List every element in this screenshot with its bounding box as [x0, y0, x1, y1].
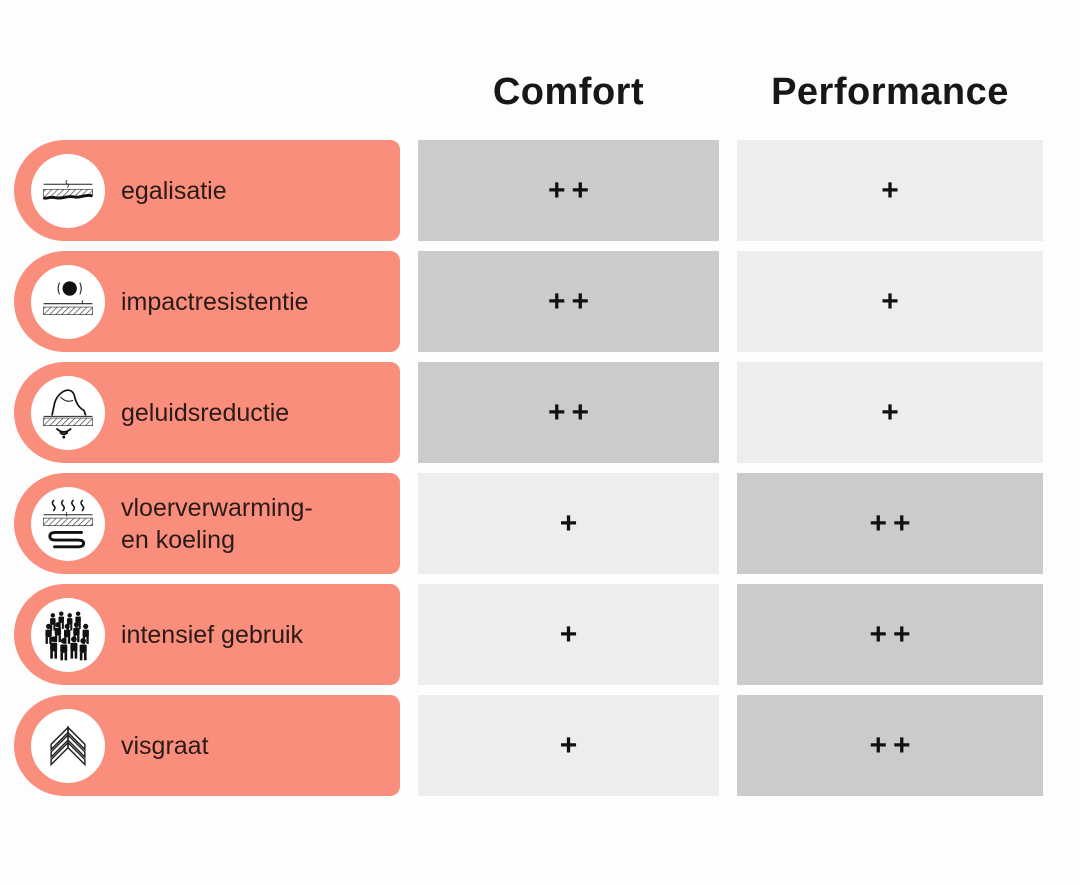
rating-cell: ++ — [737, 584, 1043, 685]
feature-pill-egalisatie: egalisatie — [14, 140, 400, 241]
underfloor-heating-icon — [43, 499, 93, 548]
header-spacer — [14, 0, 400, 130]
icon-circle — [31, 597, 105, 672]
column-header-comfort: Comfort — [492, 71, 645, 113]
comparison-table: Comfort Performance egalisatie ++ + — [14, 0, 1043, 796]
rating-cell: ++ — [418, 362, 719, 463]
rating-cell: ++ — [418, 251, 719, 352]
icon-circle — [31, 375, 105, 450]
floor-leveling-icon — [42, 179, 93, 200]
feature-label: visgraat — [121, 731, 209, 760]
feature-label: vloerverwarming- en koeling — [121, 493, 313, 554]
feature-pill-vloerverwarming: vloerverwarming- en koeling — [14, 473, 400, 574]
herringbone-icon — [50, 725, 86, 766]
feature-pill-geluidsreductie: geluidsreductie — [14, 362, 400, 463]
rating-cell: ++ — [737, 473, 1043, 574]
icon-circle — [31, 264, 105, 339]
icon-circle — [31, 486, 105, 561]
rating-cell: ++ — [737, 695, 1043, 796]
heel-sound-reduction-icon — [43, 388, 93, 438]
feature-label: egalisatie — [121, 176, 227, 205]
rating-cell: + — [418, 473, 719, 574]
crowd-intensive-use-icon — [45, 610, 89, 660]
column-header-performance: Performance — [771, 71, 1009, 113]
rating-cell: + — [418, 695, 719, 796]
rating-cell: + — [737, 251, 1043, 352]
feature-pill-visgraat: visgraat — [14, 695, 400, 796]
feature-pill-impactresistentie: impactresistentie — [14, 251, 400, 352]
rating-cell: + — [418, 584, 719, 685]
icon-circle — [31, 708, 105, 783]
feature-label: geluidsreductie — [121, 398, 290, 427]
icon-circle — [31, 153, 105, 228]
rating-cell: + — [737, 362, 1043, 463]
feature-label: impactresistentie — [121, 287, 309, 316]
rating-cell: ++ — [418, 140, 719, 241]
impact-resistance-icon — [43, 280, 93, 315]
rating-cell: + — [737, 140, 1043, 241]
feature-pill-intensief-gebruik: intensief gebruik — [14, 584, 400, 685]
feature-label: intensief gebruik — [121, 620, 304, 649]
